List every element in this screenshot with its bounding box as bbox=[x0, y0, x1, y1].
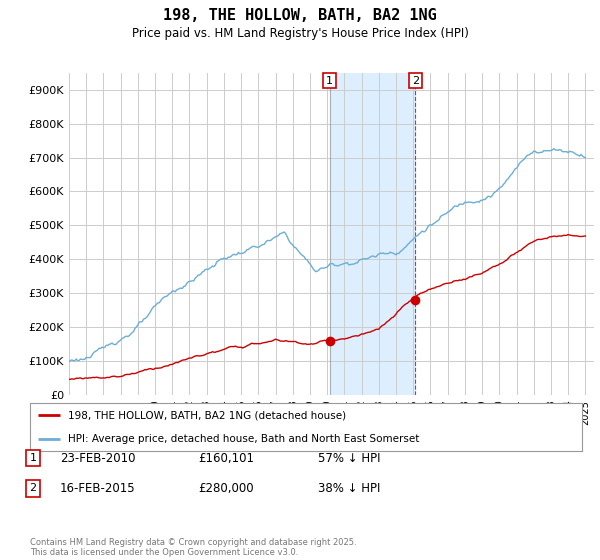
Text: 2: 2 bbox=[29, 483, 37, 493]
Text: 198, THE HOLLOW, BATH, BA2 1NG: 198, THE HOLLOW, BATH, BA2 1NG bbox=[163, 8, 437, 24]
Text: 198, THE HOLLOW, BATH, BA2 1NG (detached house): 198, THE HOLLOW, BATH, BA2 1NG (detached… bbox=[68, 410, 346, 420]
Text: 1: 1 bbox=[326, 76, 333, 86]
Text: 38% ↓ HPI: 38% ↓ HPI bbox=[318, 482, 380, 495]
Text: Price paid vs. HM Land Registry's House Price Index (HPI): Price paid vs. HM Land Registry's House … bbox=[131, 27, 469, 40]
Text: £160,101: £160,101 bbox=[198, 451, 254, 465]
Bar bbox=[329, 73, 415, 395]
Text: 1: 1 bbox=[29, 453, 37, 463]
Text: Contains HM Land Registry data © Crown copyright and database right 2025.
This d: Contains HM Land Registry data © Crown c… bbox=[30, 538, 356, 557]
Text: 2: 2 bbox=[412, 76, 419, 86]
Text: 57% ↓ HPI: 57% ↓ HPI bbox=[318, 451, 380, 465]
Text: 16-FEB-2015: 16-FEB-2015 bbox=[60, 482, 136, 495]
Text: £280,000: £280,000 bbox=[198, 482, 254, 495]
Text: HPI: Average price, detached house, Bath and North East Somerset: HPI: Average price, detached house, Bath… bbox=[68, 434, 419, 444]
Text: 23-FEB-2010: 23-FEB-2010 bbox=[60, 451, 136, 465]
